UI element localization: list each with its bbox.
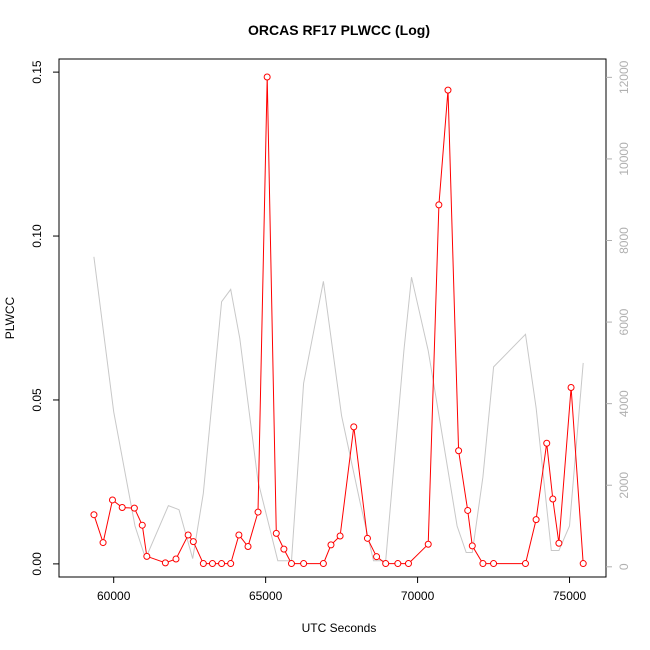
right-axis-series-layer	[93, 256, 584, 562]
data-point	[435, 201, 443, 209]
data-point	[300, 560, 308, 568]
data-point	[189, 538, 197, 546]
y2-tick-label: 10000	[617, 142, 631, 176]
data-point	[90, 511, 98, 519]
data-point	[521, 560, 529, 568]
x-axis-label: UTC Seconds	[302, 621, 377, 635]
data-point	[444, 86, 452, 94]
data-point	[130, 504, 138, 512]
x-tick-label: 60000	[97, 589, 131, 603]
data-point	[138, 521, 146, 529]
chart-title: ORCAS RF17 PLWCC (Log)	[248, 22, 430, 38]
data-point	[394, 560, 402, 568]
x-tick-label: 65000	[249, 589, 283, 603]
data-point	[118, 503, 126, 511]
data-point	[218, 560, 226, 568]
data-point	[99, 539, 107, 547]
y2-tick-label: 12000	[617, 60, 631, 94]
y2-tick-label: 0	[617, 563, 631, 570]
y-tick-label: 0.10	[30, 224, 44, 248]
data-point	[468, 542, 476, 550]
data-point	[254, 508, 262, 516]
y2-tick-label: 2000	[617, 472, 631, 499]
data-point	[319, 560, 327, 568]
data-point	[363, 534, 371, 542]
data-point	[227, 560, 235, 568]
data-point	[161, 559, 169, 567]
data-point	[235, 531, 243, 539]
y-tick-label: 0.05	[30, 388, 44, 412]
data-point	[108, 496, 116, 504]
red-series-line	[93, 76, 584, 565]
data-point	[336, 532, 344, 540]
data-point	[490, 560, 498, 568]
data-point	[280, 545, 288, 553]
data-point	[373, 553, 381, 561]
data-point	[382, 560, 390, 568]
gray-series-line	[93, 256, 584, 562]
data-point	[567, 384, 575, 392]
data-point	[184, 531, 192, 539]
data-point	[244, 543, 252, 551]
y2-tick-label: 6000	[617, 308, 631, 335]
data-point	[543, 439, 551, 447]
plot-frame	[58, 58, 607, 578]
data-point	[532, 516, 540, 524]
y-axis-label: PLWCC	[3, 296, 17, 339]
x-tick-label: 75000	[553, 589, 587, 603]
data-point	[455, 447, 463, 455]
y-tick-label: 0.00	[30, 552, 44, 576]
data-point	[404, 560, 412, 568]
data-point	[272, 529, 280, 537]
data-point	[549, 495, 557, 503]
data-point	[143, 552, 151, 560]
data-point	[208, 560, 216, 568]
data-point	[263, 73, 271, 81]
y2-tick-label: 8000	[617, 227, 631, 254]
x-tick-label: 70000	[401, 589, 435, 603]
left-axis-series-layer	[90, 73, 587, 568]
data-point	[464, 506, 472, 514]
data-point	[172, 555, 180, 563]
data-point	[327, 541, 335, 549]
data-point	[199, 560, 207, 568]
data-point	[479, 560, 487, 568]
data-point	[555, 539, 563, 547]
data-point	[579, 560, 587, 568]
y-tick-label: 0.15	[30, 60, 44, 84]
y2-tick-label: 4000	[617, 390, 631, 417]
data-point	[424, 540, 432, 548]
data-point	[287, 560, 295, 568]
data-point	[350, 423, 358, 431]
axes-layer: 60000 65000 70000 75000 0.00 0.05 0.10 0.15 0 200…	[30, 60, 631, 603]
